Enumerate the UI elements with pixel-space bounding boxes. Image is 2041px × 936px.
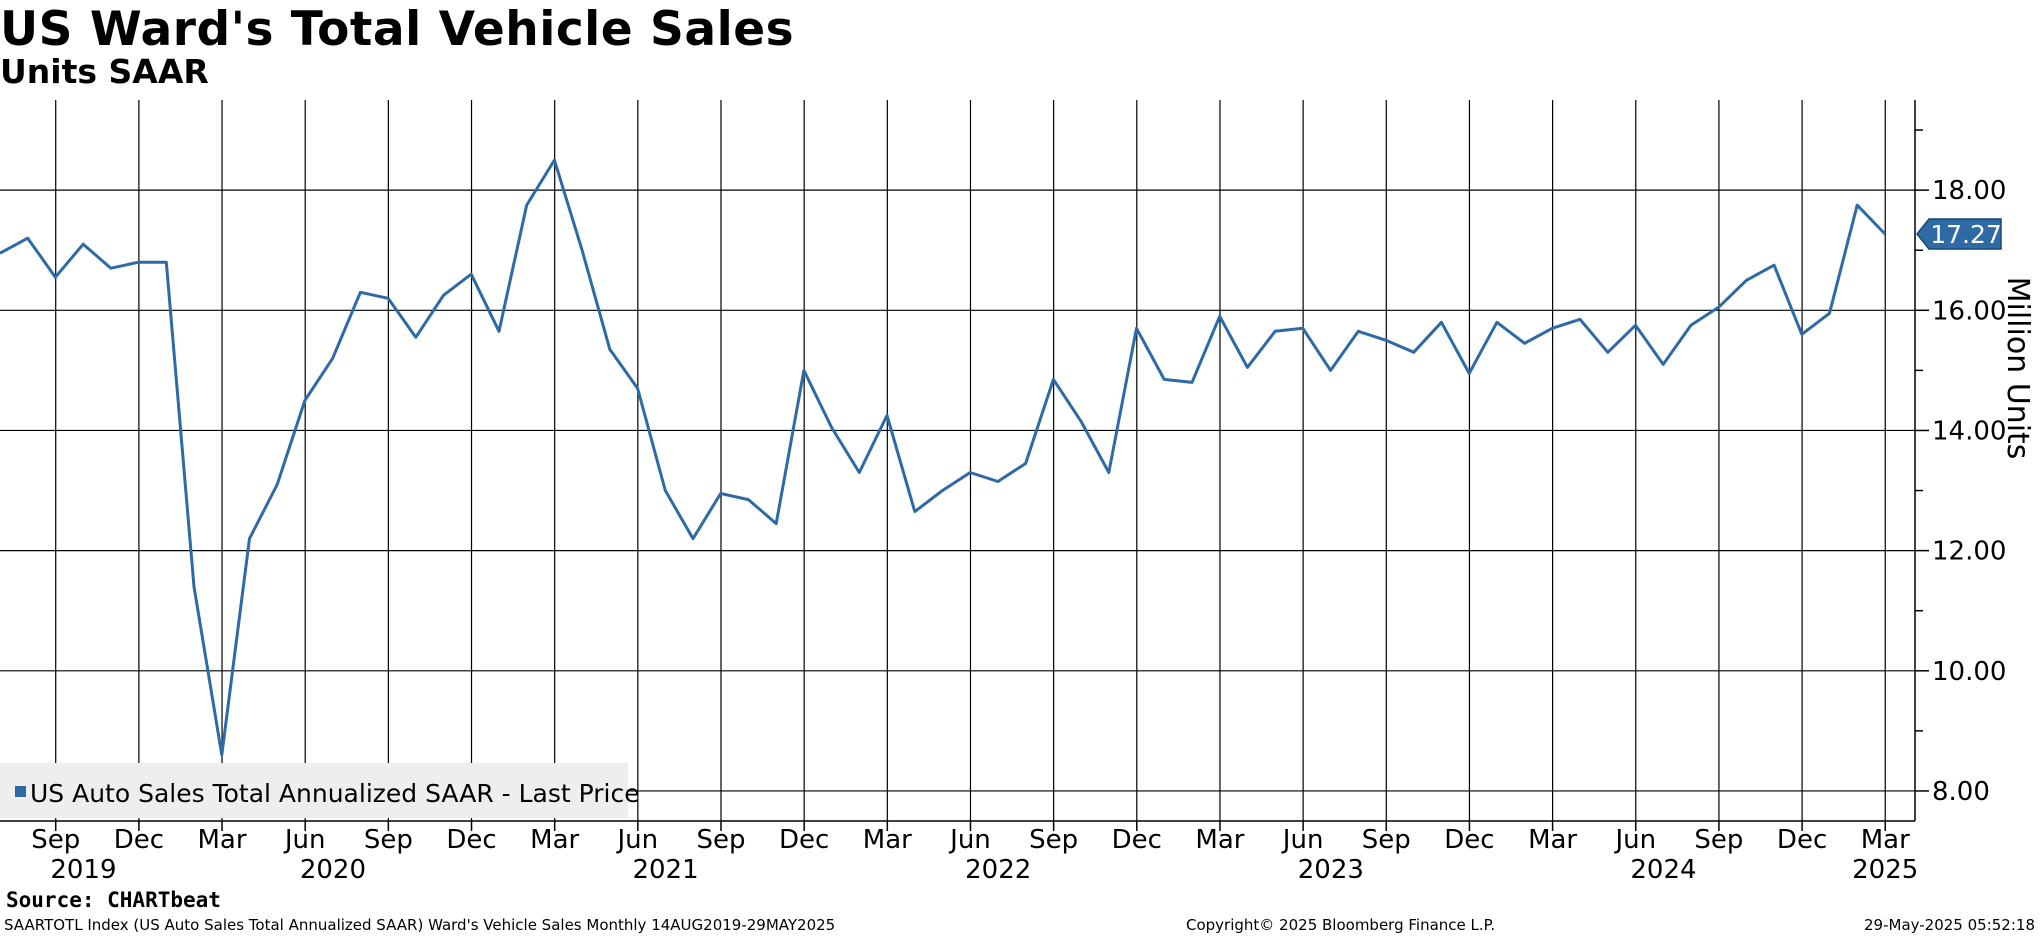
x-tick-label: Jun <box>616 825 659 855</box>
x-tick-label: Sep <box>364 825 413 855</box>
series-line <box>0 158 1887 757</box>
source-note: Source: CHARTbeat <box>6 888 221 912</box>
gridlines <box>0 100 1915 821</box>
x-tick-label: Dec <box>1444 825 1494 855</box>
y-tick-label: 8.00 <box>1932 777 1990 807</box>
x-tick-label: Dec <box>1777 825 1827 855</box>
x-year-label: 2020 <box>300 855 366 885</box>
y-tick-label: 10.00 <box>1932 657 2006 687</box>
legend-entry: US Auto Sales Total Annualized SAAR - La… <box>30 779 640 808</box>
x-year-label: 2024 <box>1630 855 1696 885</box>
footer-timestamp: 29-May-2025 05:52:18 <box>1864 916 2035 934</box>
x-tick-label: Jun <box>283 825 326 855</box>
x-tick-label: Mar <box>530 825 579 855</box>
x-tick-label: Dec <box>114 825 164 855</box>
x-tick-label: Sep <box>1362 825 1411 855</box>
y-tick-label: 14.00 <box>1932 416 2006 446</box>
x-tick-label: Sep <box>696 825 745 855</box>
x-year-label: 2023 <box>1298 855 1364 885</box>
y-axis-title: Million Units <box>2000 277 2035 460</box>
legend-background <box>0 763 628 818</box>
x-tick-label: Dec <box>446 825 496 855</box>
axes: 8.00 10.00 12.00 14.00 16.00 18.00 Million Uni… <box>0 100 2035 885</box>
chart-subtitle: Units SAAR <box>0 52 209 91</box>
y-tick-label: 18.00 <box>1932 176 2006 206</box>
x-tick-label: Sep <box>31 825 80 855</box>
x-year-label: 2021 <box>632 855 698 885</box>
x-year-label: 2019 <box>50 855 116 885</box>
x-tick-label: Jun <box>948 825 991 855</box>
x-tick-label: Mar <box>863 825 912 855</box>
x-tick-label: Jun <box>1281 825 1324 855</box>
x-tick-label: Dec <box>779 825 829 855</box>
x-tick-label: Jun <box>1613 825 1656 855</box>
series-layer: 17.27 <box>0 158 2002 757</box>
footer-index-description: SAARTOTL Index (US Auto Sales Total Annu… <box>4 916 836 934</box>
x-tick-label: Dec <box>1112 825 1162 855</box>
x-tick-label: Mar <box>1861 825 1910 855</box>
x-tick-label: Mar <box>198 825 247 855</box>
x-year-label: 2022 <box>965 855 1031 885</box>
y-tick-label: 16.00 <box>1932 296 2006 326</box>
x-year-label: 2025 <box>1852 855 1918 885</box>
x-tick-label: Mar <box>1195 825 1244 855</box>
last-value-label: 17.27 <box>1930 220 2002 249</box>
footer-copyright: Copyright© 2025 Bloomberg Finance L.P. <box>1186 916 1496 934</box>
chart-title: US Ward's Total Vehicle Sales <box>0 2 795 57</box>
legend-swatch <box>15 786 26 797</box>
x-tick-label: Sep <box>1029 825 1078 855</box>
last-value-badge <box>1916 218 2002 250</box>
x-tick-label: Mar <box>1528 825 1577 855</box>
x-tick-label: Sep <box>1694 825 1743 855</box>
legend: US Auto Sales Total Annualized SAAR - La… <box>0 763 640 818</box>
y-tick-label: 12.00 <box>1932 537 2006 567</box>
